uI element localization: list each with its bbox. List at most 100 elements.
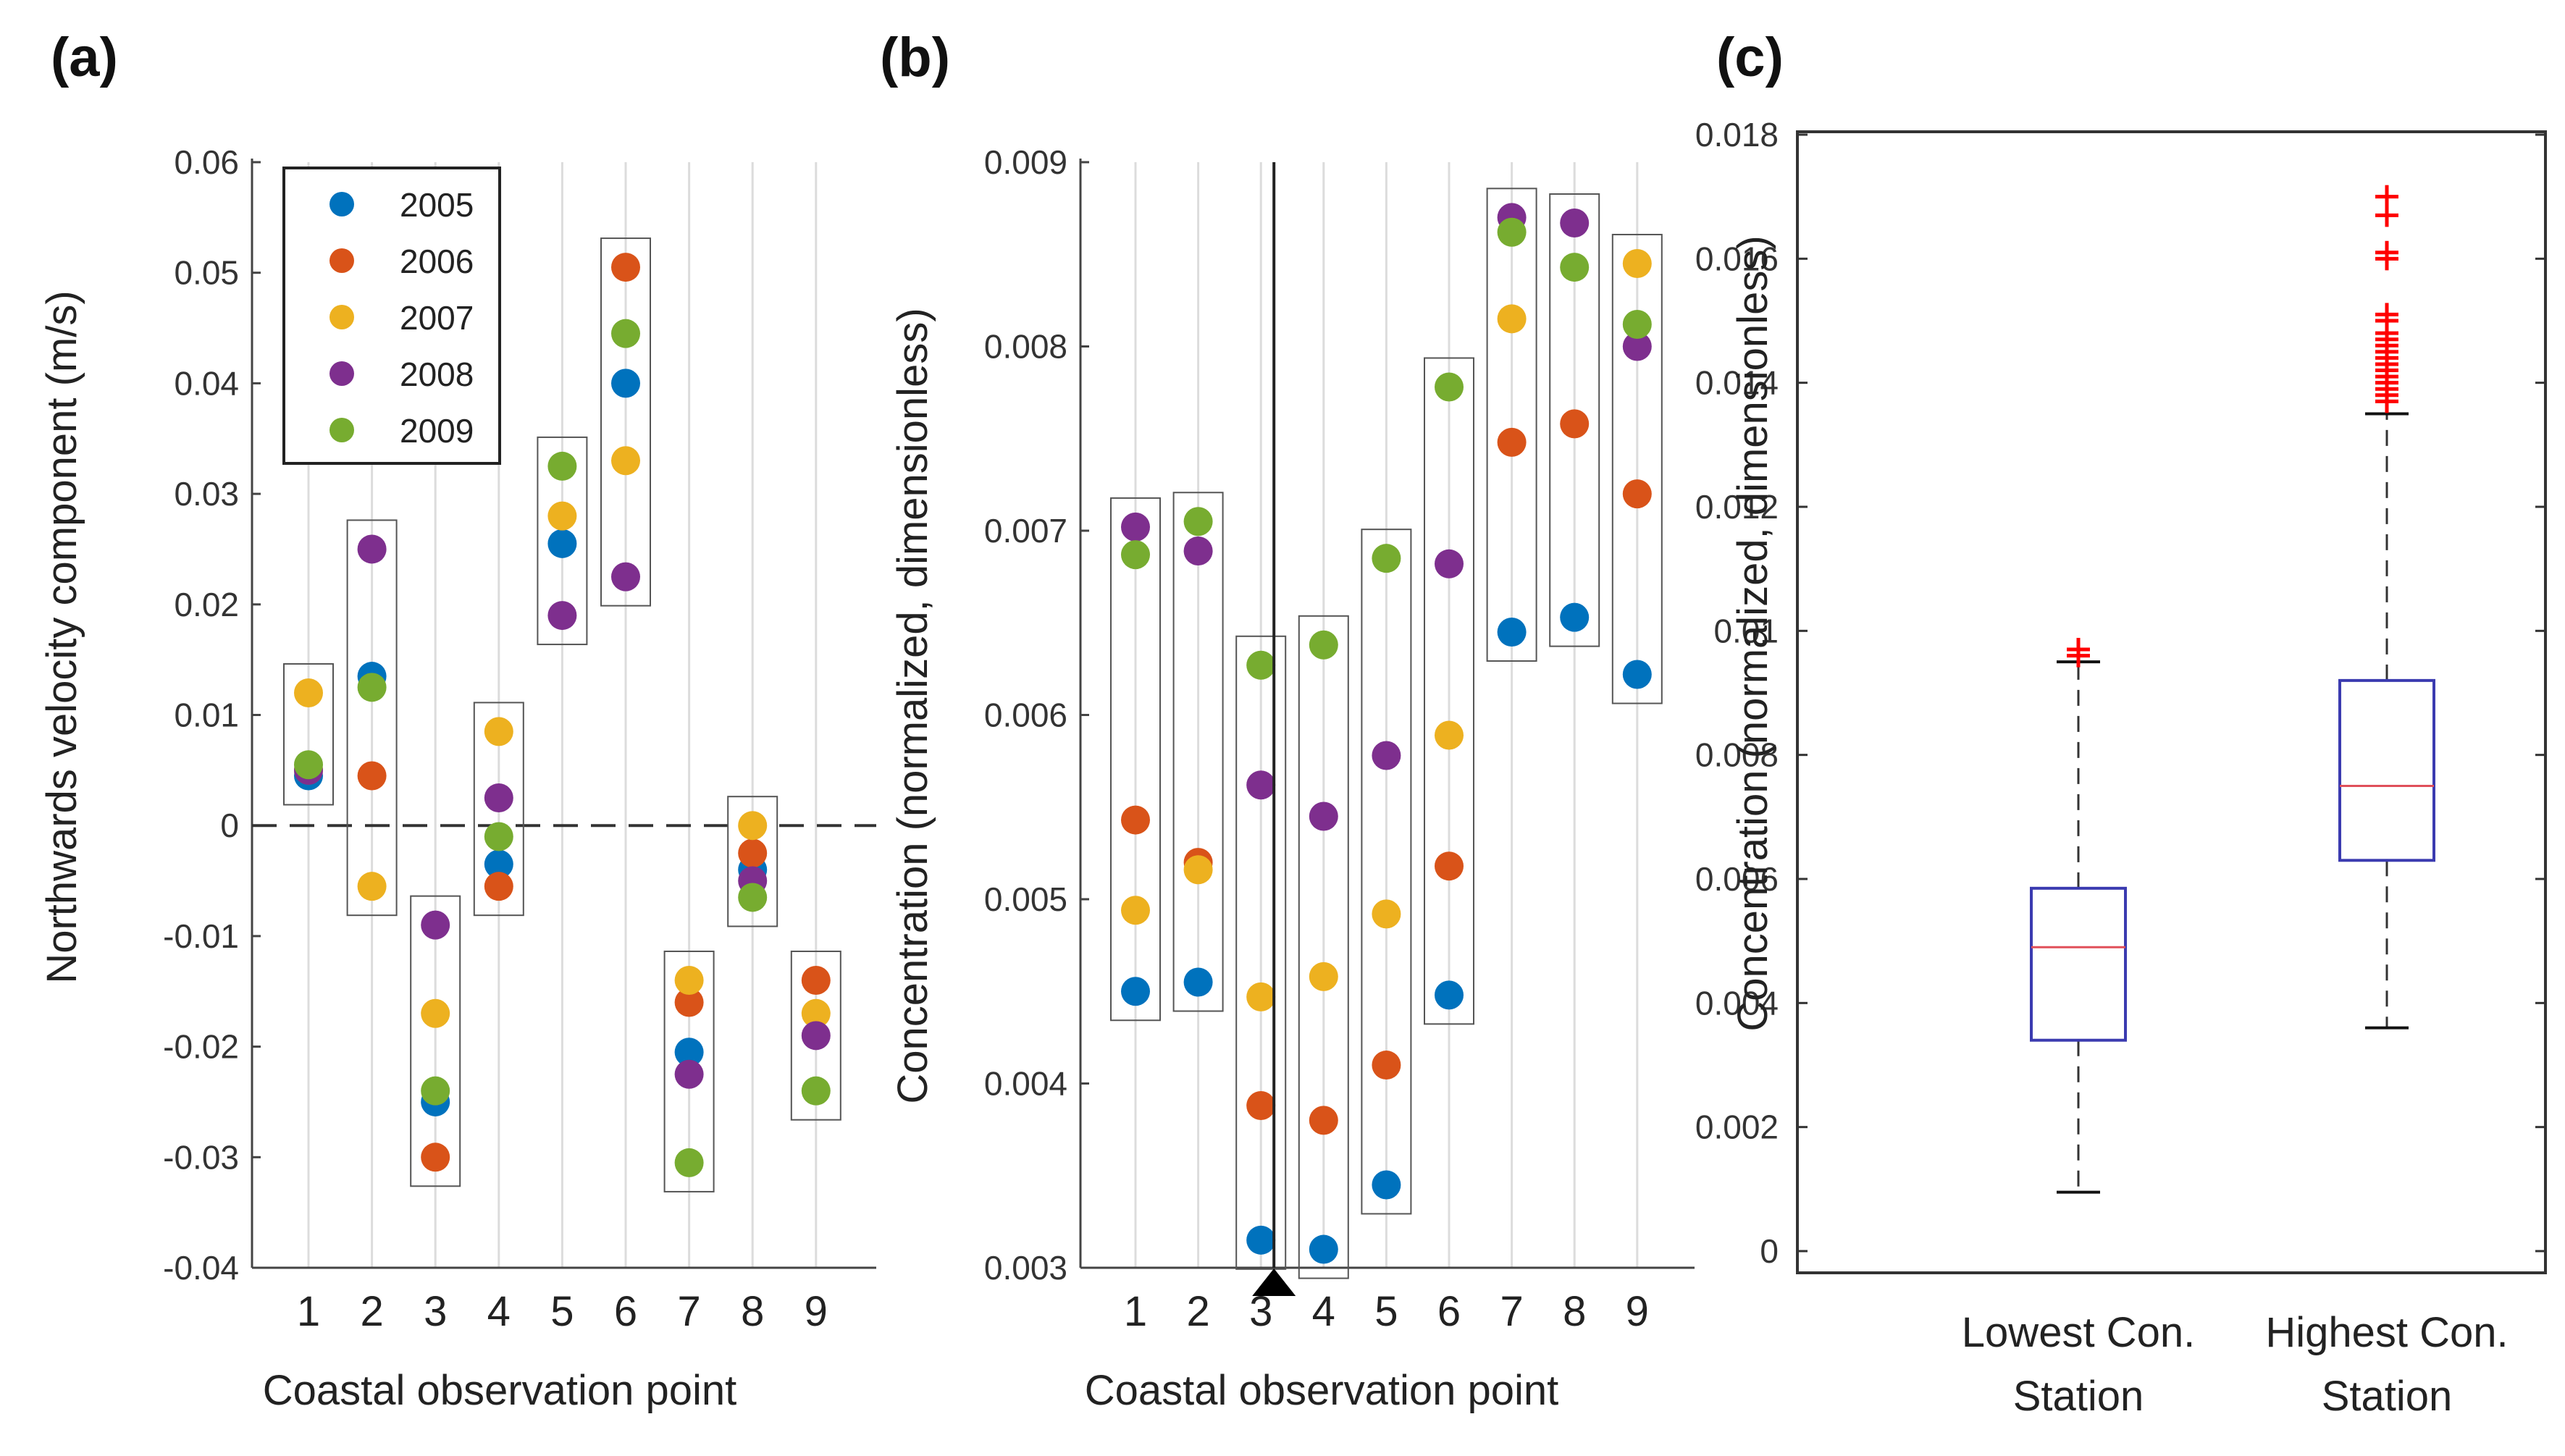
panel-b-point-2006-6 (1435, 851, 1464, 881)
panel-b-point-2007-2 (1183, 855, 1213, 885)
panel-c-y-tick-label: 0.016 (1695, 240, 1779, 277)
panel-b-x-tick-label-5: 5 (1374, 1288, 1398, 1335)
panel-a-x-tick-label-8: 8 (741, 1288, 764, 1335)
panel-b-y-tick-label: 0.003 (984, 1249, 1067, 1287)
panel-a-point-2005-4 (484, 849, 513, 879)
panel-b-point-2009-5 (1372, 544, 1401, 573)
panel-c-boxplot: 0.018 0.016 0.014 0.012 0.01 0.008 0.006 0.004 0… (1695, 116, 2547, 1420)
panel-a-y-tick-label: -0.03 (163, 1138, 239, 1176)
panel-a-x-tick-label-1: 1 (297, 1288, 320, 1335)
panel-a-point-2009-4 (484, 822, 513, 851)
panel-b-x-tick-label-2: 2 (1186, 1288, 1209, 1335)
panel-a-group-box-5 (537, 436, 588, 646)
panel-b-point-2008-1 (1121, 512, 1150, 542)
panel-a-point-2007-4 (484, 717, 513, 746)
panel-a-point-2009-9 (801, 1076, 831, 1106)
panel-a-group-box-1 (283, 662, 334, 806)
panel-b-point-2005-1 (1121, 977, 1150, 1006)
panel-a-point-2008-6 (611, 562, 640, 592)
panel-a-point-2007-2 (357, 872, 387, 901)
panel-b-point-2008-6 (1435, 549, 1464, 578)
panel-b-point-2009-3 (1246, 650, 1276, 680)
panel-a-y-axis-title: Northwards velocity component (m/s) (38, 290, 85, 983)
panel-b-y-tick-label: 0.006 (984, 697, 1067, 734)
panel-a-x-tick-label-3: 3 (424, 1288, 447, 1335)
panel-a-point-2009-8 (738, 883, 768, 912)
panel-a-point-2008-5 (547, 601, 577, 631)
panel-a-legend-label-2005: 2005 (400, 186, 474, 224)
panel-a-y-tick-label: 0.04 (174, 364, 239, 402)
panel-b-point-2005-2 (1183, 967, 1213, 997)
panel-a-y-tick-label: 0.06 (174, 143, 239, 181)
panel-b-y-axis-title: Concentration (normalized, dimensionless… (889, 308, 936, 1103)
panel-a-point-2009-5 (547, 451, 577, 481)
panel-a-point-2009-6 (611, 319, 640, 348)
panel-a-point-2009-7 (674, 1148, 704, 1177)
panel-b-point-2006-1 (1121, 805, 1150, 835)
panel-b-y-tick-label: 0.008 (984, 328, 1067, 366)
panel-b-point-2008-5 (1372, 741, 1401, 770)
panel-b-point-2006-5 (1372, 1051, 1401, 1080)
panel-b-point-2008-2 (1183, 536, 1213, 565)
panel-a-point-2009-1 (294, 750, 323, 780)
panel-a-y-tick-label: 0.03 (174, 475, 239, 513)
panel-b-point-2006-8 (1560, 409, 1590, 439)
panel-a-y-tick-label: 0.05 (174, 254, 239, 292)
panel-a-point-2007-1 (294, 678, 323, 707)
panel-b-point-2009-1 (1121, 540, 1150, 570)
panel-a-group-box-4 (473, 702, 524, 917)
panel-c-box-2-iqr-box (2338, 678, 2435, 862)
panel-a-x-tick-label-9: 9 (805, 1288, 828, 1335)
panel-c-y-tick-label: 0.012 (1695, 488, 1779, 526)
panel-c-y-tick-label: 0.01 (1713, 612, 1779, 649)
panel-a-y-tick-label: -0.04 (163, 1249, 239, 1287)
panel-a-x-tick-label-7: 7 (677, 1288, 700, 1335)
panel-a-legend-label-2007: 2007 (400, 299, 474, 337)
panel-a-legend-marker-2008 (329, 361, 354, 386)
panel-a-group-box-2 (346, 519, 398, 917)
panel-b-point-2005-9 (1622, 660, 1652, 689)
panel-b-group-box-5 (1361, 529, 1412, 1215)
panel-b-point-2009-9 (1622, 309, 1652, 339)
panel-a-legend-marker-2005 (329, 192, 354, 216)
panel-b-point-2007-6 (1435, 720, 1464, 750)
panel-c-y-tick-label: 0.008 (1695, 736, 1779, 774)
panel-b-point-2007-5 (1372, 899, 1401, 929)
panel-a-point-2008-3 (421, 910, 450, 940)
panel-c-x-tick-label-2-line-2: Station (2322, 1373, 2453, 1420)
panel-a-point-2007-7 (674, 965, 704, 995)
panel-a-x-axis-title: Coastal observation point (263, 1367, 737, 1414)
panel-a-y-tick-label: -0.01 (163, 917, 239, 955)
panel-a-group-box-3 (410, 895, 461, 1187)
panel-b-marker-triangle (1252, 1268, 1296, 1296)
panel-a-group-box-8 (727, 796, 778, 927)
panel-b-point-2006-7 (1497, 427, 1527, 457)
panel-c-y-tick-label: 0.004 (1695, 984, 1779, 1022)
panel-a-y-tick-label: 0 (220, 807, 239, 844)
panel-label-c: (c) (1716, 27, 1784, 88)
panel-b-point-2005-3 (1246, 1225, 1276, 1255)
panel-b-point-2009-4 (1309, 630, 1338, 660)
panel-a-x-tick-label-2: 2 (360, 1288, 383, 1335)
panel-b-point-2009-7 (1497, 217, 1527, 247)
panel-a-velocity-chart: 0.06 0.05 0.04 0.03 0.02 0.01 0 -0.01 -0.02 -0.03… (163, 143, 876, 1335)
panel-b-point-2005-5 (1372, 1170, 1401, 1200)
panel-b-point-2005-7 (1497, 617, 1527, 647)
panel-b-y-tick-label: 0.009 (984, 143, 1067, 181)
panel-b-point-2007-7 (1497, 304, 1527, 334)
panel-a-point-2008-4 (484, 783, 513, 813)
panel-b-point-2006-9 (1622, 479, 1652, 509)
panel-a-x-tick-label-4: 4 (487, 1288, 511, 1335)
panel-a-point-2008-2 (357, 534, 387, 564)
panel-a-point-2006-2 (357, 761, 387, 791)
panel-a-x-tick-label-6: 6 (614, 1288, 637, 1335)
panel-a-point-2005-6 (611, 369, 640, 398)
panel-b-y-tick-label: 0.005 (984, 880, 1067, 918)
panel-a-point-2007-5 (547, 501, 577, 531)
panel-b-point-2008-9 (1622, 332, 1652, 361)
panel-a-point-2006-3 (421, 1143, 450, 1172)
panel-b-x-tick-label-6: 6 (1437, 1288, 1461, 1335)
panel-a-point-2009-2 (357, 673, 387, 702)
panel-a-legend-label-2006: 2006 (400, 243, 474, 280)
